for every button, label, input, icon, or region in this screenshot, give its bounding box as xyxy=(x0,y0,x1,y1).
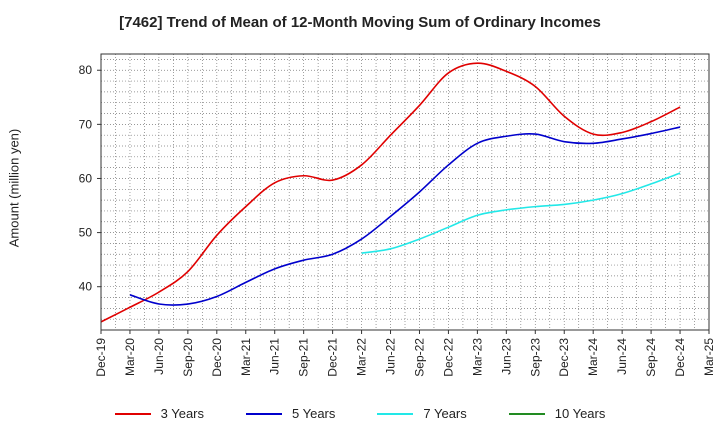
x-tick-label: Dec-23 xyxy=(557,338,571,377)
x-tick-label: Jun-22 xyxy=(384,338,398,375)
x-tick-label: Jun-24 xyxy=(615,338,629,375)
x-tick-label: Mar-21 xyxy=(239,338,253,376)
x-tick-label: Dec-19 xyxy=(94,338,108,377)
x-tick-label: Sep-20 xyxy=(181,338,195,377)
x-tick-label: Dec-20 xyxy=(210,338,224,377)
chart-title: [7462] Trend of Mean of 12-Month Moving … xyxy=(119,14,601,31)
x-tick-label: Jun-21 xyxy=(268,338,282,375)
y-tick-label: 50 xyxy=(79,226,93,240)
x-tick-label: Mar-24 xyxy=(586,338,600,376)
plot-frame xyxy=(100,53,710,331)
x-tick-label: Dec-21 xyxy=(326,338,340,377)
legend-label: 7 Years xyxy=(423,406,467,421)
legend-swatch xyxy=(114,412,151,415)
y-tick-label: 80 xyxy=(79,63,93,77)
legend-item: 10 Years xyxy=(508,406,606,421)
x-tick-label: Jun-23 xyxy=(499,338,513,375)
gridlines xyxy=(100,54,710,331)
x-tick-label: Jun-20 xyxy=(152,338,166,375)
x-tick-label: Dec-24 xyxy=(673,338,687,377)
legend-swatch xyxy=(246,412,282,415)
legend-swatch xyxy=(377,412,414,415)
series-line-5-years xyxy=(129,126,681,306)
series-line-3-years xyxy=(100,62,681,323)
x-tick-label: Mar-20 xyxy=(123,338,137,376)
legend-label: 5 Years xyxy=(292,406,336,421)
legend-label: 10 Years xyxy=(554,406,606,421)
x-tick-label: Sep-23 xyxy=(528,338,542,377)
x-ticks: Dec-19 Mar-20 Jun-20 Sep-20 Dec-20 Mar-21 Jun-… xyxy=(94,330,716,377)
legend-item: 7 Years xyxy=(377,406,467,421)
legend-item: 5 Years xyxy=(246,406,335,421)
series-lines xyxy=(100,62,681,323)
x-tick-label: Mar-25 xyxy=(702,338,716,376)
series-line-7-years xyxy=(361,172,681,254)
x-tick-label: Sep-21 xyxy=(297,338,311,377)
y-tick-label: 70 xyxy=(79,117,93,131)
legend-swatch xyxy=(508,412,545,415)
x-tick-label: Sep-22 xyxy=(412,338,426,377)
y-tick-label: 40 xyxy=(79,280,93,294)
x-tick-label: Sep-24 xyxy=(644,338,658,377)
x-tick-label: Dec-22 xyxy=(441,338,455,377)
y-tick-label: 60 xyxy=(79,171,93,185)
legend-label: 3 Years xyxy=(160,406,204,421)
y-ticks: 40 50 60 70 80 xyxy=(79,63,101,294)
x-tick-label: Mar-23 xyxy=(470,338,484,376)
x-tick-label: Mar-22 xyxy=(355,338,369,376)
legend-item: 3 Years xyxy=(114,406,204,421)
legend: 3 Years 5 Years 7 Years 10 Years xyxy=(0,406,720,421)
